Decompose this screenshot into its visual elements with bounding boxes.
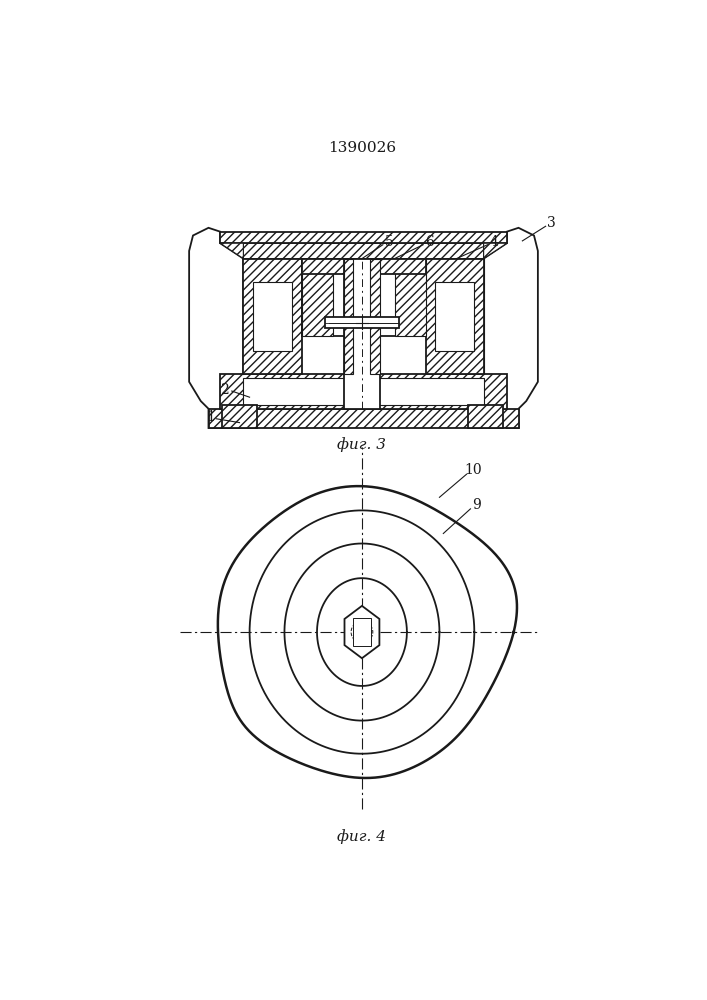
Polygon shape <box>344 606 380 658</box>
Polygon shape <box>484 243 507 259</box>
Bar <box>301 259 332 336</box>
Bar <box>253 282 292 351</box>
Bar <box>344 259 354 374</box>
Bar <box>243 259 301 374</box>
Text: 4: 4 <box>489 235 498 249</box>
Bar <box>243 243 484 259</box>
Bar <box>468 405 503 428</box>
Bar <box>220 374 507 409</box>
Bar <box>243 378 484 405</box>
Text: 9: 9 <box>472 498 481 512</box>
Text: 5: 5 <box>385 235 394 249</box>
Polygon shape <box>220 243 243 259</box>
Polygon shape <box>189 228 243 428</box>
Text: 10: 10 <box>464 463 481 477</box>
Bar <box>301 259 426 274</box>
Text: 1390026: 1390026 <box>328 141 396 155</box>
Bar <box>344 259 380 409</box>
Text: 6: 6 <box>425 235 434 249</box>
Bar <box>301 259 426 336</box>
Text: 3: 3 <box>547 216 556 230</box>
Bar <box>222 405 257 428</box>
Text: фиг. 3: фиг. 3 <box>337 438 387 452</box>
Text: 1: 1 <box>206 410 215 424</box>
Bar <box>395 259 426 336</box>
Bar <box>220 232 507 243</box>
Bar <box>426 259 484 374</box>
Bar <box>370 259 380 374</box>
Bar <box>353 618 371 646</box>
Bar <box>209 409 518 428</box>
Bar <box>325 317 399 328</box>
Text: 2: 2 <box>221 382 229 396</box>
Text: фиг. 4: фиг. 4 <box>337 829 387 844</box>
Bar <box>435 282 474 351</box>
Polygon shape <box>484 228 538 428</box>
